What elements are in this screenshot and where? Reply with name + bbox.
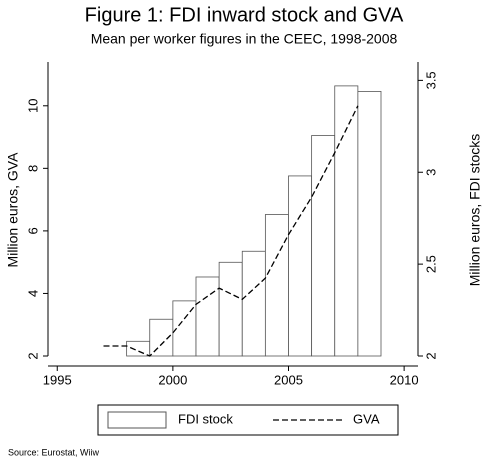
legend-label: FDI stock	[178, 411, 233, 426]
y-tick-label: 10	[25, 99, 40, 113]
bar	[195, 276, 220, 357]
y2-tick-label: 2	[423, 352, 438, 359]
legend-label: GVA	[353, 411, 380, 426]
y-tick-label: 6	[25, 227, 40, 234]
source: Source: Eurostat, Wiiw	[8, 447, 100, 457]
bar	[311, 135, 336, 357]
x-tick-label: 2005	[274, 372, 303, 387]
bar	[126, 340, 151, 357]
y-tick-label: 2	[25, 352, 40, 359]
y-tick-label: 8	[25, 165, 40, 172]
chart-title: Figure 1: FDI inward stock and GVA	[85, 4, 404, 26]
bar	[241, 250, 266, 357]
bar	[149, 318, 174, 357]
bar	[218, 261, 243, 357]
chart-subtitle: Mean per worker figures in the CEEC, 199…	[91, 31, 398, 47]
gva-line	[103, 105, 359, 357]
bar	[264, 214, 289, 357]
legend-swatch	[107, 411, 167, 429]
x-tick-label: 2000	[158, 372, 187, 387]
bar	[334, 85, 359, 357]
y2-tick-label: 3.5	[423, 71, 438, 89]
x-tick-label: 2010	[390, 372, 419, 387]
y-axis-label: Million euros, GVA	[5, 152, 21, 268]
x-tick-label: 1995	[43, 372, 72, 387]
y2-tick-label: 3	[423, 169, 438, 176]
y-tick-label: 4	[25, 290, 40, 297]
y2-tick-label: 2.5	[423, 255, 438, 273]
bar	[357, 91, 382, 357]
y2-axis-label: Million euros, FDI stocks	[467, 134, 483, 286]
